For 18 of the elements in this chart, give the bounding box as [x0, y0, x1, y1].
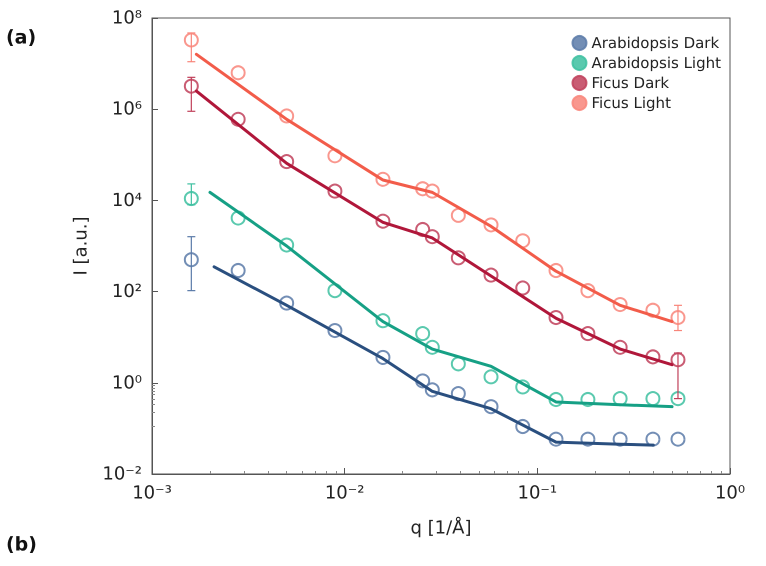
x-tick-label: 10⁻³ [132, 482, 172, 504]
legend-label: Arabidopsis Dark [591, 34, 720, 52]
x-axis-title: q [1/Å] [410, 516, 472, 538]
y-tick-label: 10⁶ [112, 98, 142, 120]
x-tick-label: 10⁰ [714, 482, 746, 504]
y-tick-label: 10⁸ [112, 8, 142, 28]
legend-label: Ficus Dark [591, 74, 670, 92]
legend-label: Arabidopsis Light [591, 54, 722, 72]
x-tick-label: 10⁻² [324, 482, 364, 504]
y-tick-label: 10⁰ [112, 372, 142, 394]
y-axis-title: I [a.u.] [70, 216, 92, 276]
legend-label: Ficus Light [591, 94, 672, 112]
x-tick-label: 10⁻¹ [518, 482, 558, 504]
text: (a) [6, 26, 36, 48]
y-tick-label: 10⁴ [112, 190, 142, 211]
y-tick-label: 10² [112, 281, 142, 302]
text: (b) [6, 534, 37, 556]
y-tick-label: 10⁻² [102, 464, 142, 484]
